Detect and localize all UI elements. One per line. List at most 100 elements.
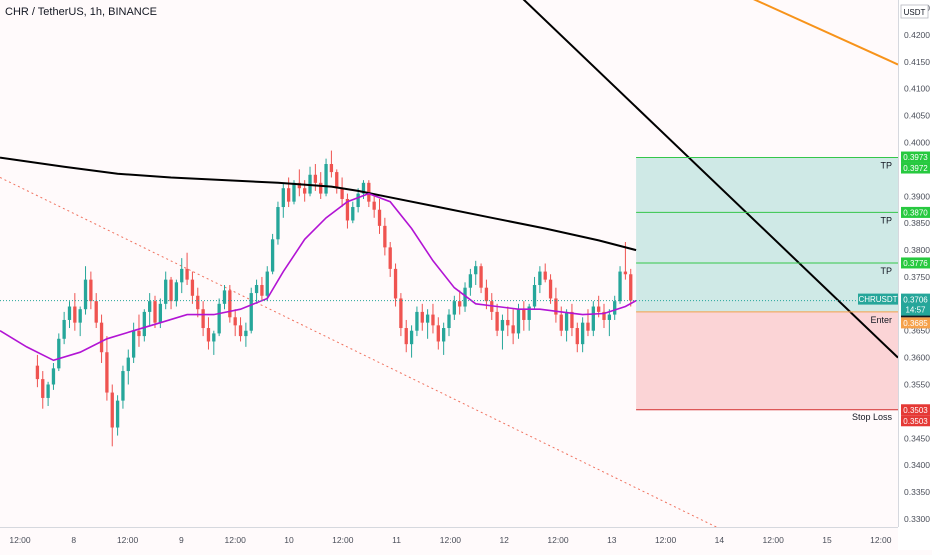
price-tag	[901, 257, 930, 269]
position-levels: TP TP TP Enter Stop Loss	[0, 157, 898, 422]
position-zones	[636, 157, 925, 410]
candle-body	[190, 279, 195, 296]
candle-body	[158, 303, 163, 323]
trendlines	[0, 0, 899, 528]
x-tick-label: 12:00	[655, 535, 677, 545]
y-tick-label: 0.3650	[904, 326, 930, 336]
candle-body	[527, 306, 531, 320]
x-tick-label: 12:00	[763, 535, 785, 545]
candle-body	[83, 279, 88, 310]
candle-body	[613, 301, 617, 315]
candle-body	[169, 279, 173, 302]
y-tick-label: 0.4200	[904, 30, 930, 40]
price-tag-label: 0.3973	[903, 153, 928, 162]
candle-body	[206, 328, 211, 342]
y-tick-label: 0.3400	[904, 460, 930, 470]
y-tick-label: 0.3550	[904, 379, 930, 389]
candle-body	[361, 182, 366, 194]
candle-body	[180, 268, 184, 283]
candle-body	[404, 328, 408, 345]
candle-body	[238, 325, 243, 337]
x-tick-label: 12	[499, 535, 509, 545]
candle-body	[99, 322, 104, 353]
candle-body	[495, 311, 499, 331]
x-tick-label: 10	[284, 535, 294, 545]
candle-body	[580, 322, 585, 345]
x-tick-label: 12:00	[332, 535, 354, 545]
price-tag-label: 0.3972	[903, 164, 928, 173]
y-tick-label: 0.4000	[904, 138, 930, 148]
x-tick-label: 9	[179, 535, 184, 545]
candle-body	[629, 274, 633, 301]
loss-zone	[636, 311, 925, 410]
candle-body	[196, 295, 200, 310]
y-tick-label: 0.3750	[904, 272, 930, 282]
candle-body	[270, 239, 275, 272]
candle-body	[618, 271, 622, 302]
candle-body	[286, 188, 291, 202]
candle-body	[484, 287, 489, 302]
candle-body	[276, 207, 280, 240]
candle-body	[329, 164, 334, 173]
candle-body	[383, 225, 387, 248]
y-tick-label: 0.3450	[904, 433, 930, 443]
currency-badge	[900, 4, 929, 19]
candle-body	[89, 279, 93, 302]
candle-body	[356, 193, 360, 208]
candle-body	[233, 317, 237, 326]
candle-body	[265, 271, 269, 296]
candle-body	[452, 301, 457, 315]
candle-body	[388, 247, 392, 269]
candle-body	[244, 330, 248, 337]
target-label: TP	[880, 266, 892, 276]
price-tag	[901, 317, 930, 329]
candle-body	[570, 311, 574, 329]
candle-body	[324, 164, 328, 194]
candle-body	[372, 201, 376, 210]
candle-body	[313, 174, 318, 183]
candle-body	[126, 357, 130, 372]
candle-body	[623, 271, 628, 275]
symbol-tag	[858, 293, 898, 305]
x-tick-label: 14	[715, 535, 725, 545]
moving-averages	[0, 156, 637, 362]
candle-body	[46, 384, 50, 398]
price-tags: 0.39730.39720.38700.37760.36850.36850.35…	[858, 151, 930, 427]
candle-body	[597, 306, 601, 312]
candle-body	[538, 271, 542, 286]
candle-body	[335, 172, 339, 189]
currency-label: USDT	[904, 8, 926, 17]
chart-title: CHR / TetherUS, 1h, BINANCE	[5, 6, 158, 18]
candle-body	[212, 333, 216, 342]
candle-body	[110, 392, 114, 428]
candle-body	[393, 268, 398, 299]
candle-body	[35, 365, 40, 380]
target-label: TP	[880, 161, 892, 171]
candle-body	[73, 306, 77, 323]
candle-body	[201, 309, 205, 329]
candle-body	[463, 287, 467, 307]
y-tick-label: 0.3600	[904, 353, 930, 363]
candle-body	[500, 319, 505, 331]
candle-body	[415, 311, 419, 331]
candle-body	[468, 274, 473, 288]
current-price-tag	[901, 293, 930, 316]
candle-body	[591, 306, 595, 331]
candle-body	[148, 301, 152, 312]
candle-body	[522, 309, 526, 320]
candle-body	[575, 328, 579, 345]
candle-body	[554, 298, 558, 315]
candle-body	[164, 279, 168, 304]
y-tick-label: 0.3900	[904, 191, 930, 201]
price-tag	[901, 206, 930, 218]
candle-body	[586, 322, 590, 331]
candle-body	[297, 182, 301, 189]
candle-body	[458, 301, 462, 307]
y-tick-label: 0.4050	[904, 111, 930, 121]
candle-body	[174, 282, 179, 302]
trendline-black-down	[522, 0, 899, 359]
x-tick-label: 12:00	[117, 535, 139, 545]
candle-body	[281, 188, 285, 208]
